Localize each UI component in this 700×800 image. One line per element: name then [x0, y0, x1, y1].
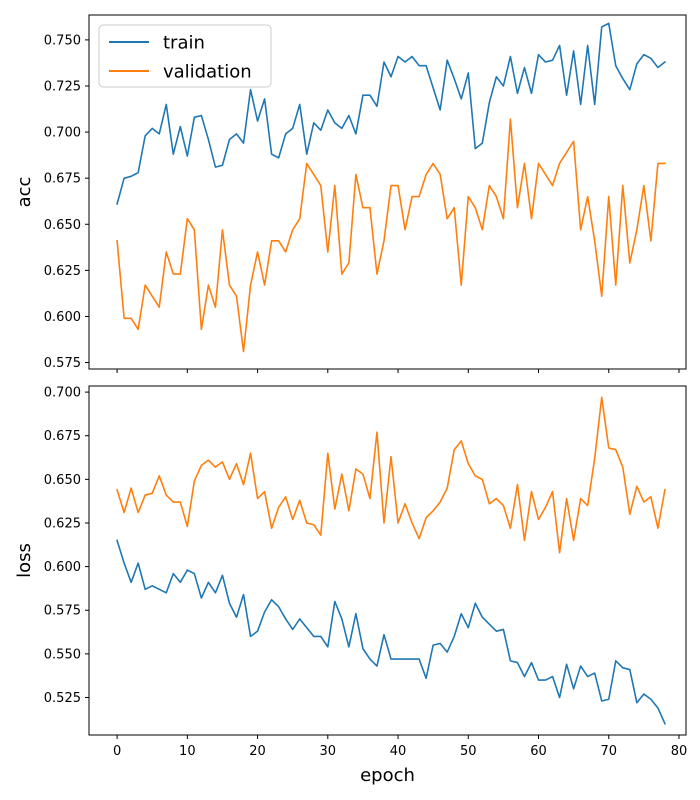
series-line-train [116, 22, 667, 205]
y-tick-label: 0.600 [44, 560, 81, 575]
y-axis-label: loss [14, 543, 35, 578]
series-line-train [116, 539, 666, 725]
x-tick-label: 70 [600, 744, 617, 759]
x-tick-label: 10 [179, 744, 196, 759]
y-tick-label: 0.700 [44, 386, 81, 401]
x-axis-label: epoch [360, 765, 415, 786]
y-tick-label: 0.675 [44, 429, 81, 444]
y-tick-label: 0.725 [44, 79, 81, 94]
y-axis-label: acc [14, 177, 35, 208]
x-tick-label: 40 [390, 744, 407, 759]
x-tick-label: 20 [249, 744, 266, 759]
y-tick-label: 0.600 [44, 310, 81, 325]
x-tick-label: 60 [530, 744, 547, 759]
legend: train validation [98, 24, 272, 88]
y-tick-label: 0.525 [44, 691, 81, 706]
y-tick-label: 0.625 [44, 264, 81, 279]
x-tick-label: 30 [320, 744, 337, 759]
x-tick-label: 50 [460, 744, 477, 759]
x-tick-label: 80 [671, 744, 688, 759]
legend-label-validation: validation [163, 62, 252, 83]
y-tick-label: 0.575 [44, 604, 81, 619]
legend-label-train: train [163, 33, 205, 54]
x-tick-label: 0 [113, 744, 121, 759]
y-tick-label: 0.625 [44, 516, 81, 531]
y-tick-label: 0.550 [44, 647, 81, 662]
y-tick-label: 0.575 [44, 356, 81, 371]
series-line-validation [116, 118, 666, 353]
y-tick-label: 0.650 [44, 218, 81, 233]
chart-panel-loss: 0.525 0.550 0.575 0.600 0.625 0.650 0.675 0.700… [14, 385, 688, 786]
plot-frame [88, 385, 687, 736]
y-tick-label: 0.700 [44, 126, 81, 141]
plot-frame [88, 14, 687, 370]
y-tick-label: 0.675 [44, 172, 81, 187]
y-tick-label: 0.650 [44, 473, 81, 488]
y-tick-label: 0.750 [44, 33, 81, 48]
series-line-validation [116, 396, 666, 554]
chart-panel-acc: 0.575 0.600 0.625 0.650 0.675 0.700 0.725 0.750… [14, 14, 687, 373]
